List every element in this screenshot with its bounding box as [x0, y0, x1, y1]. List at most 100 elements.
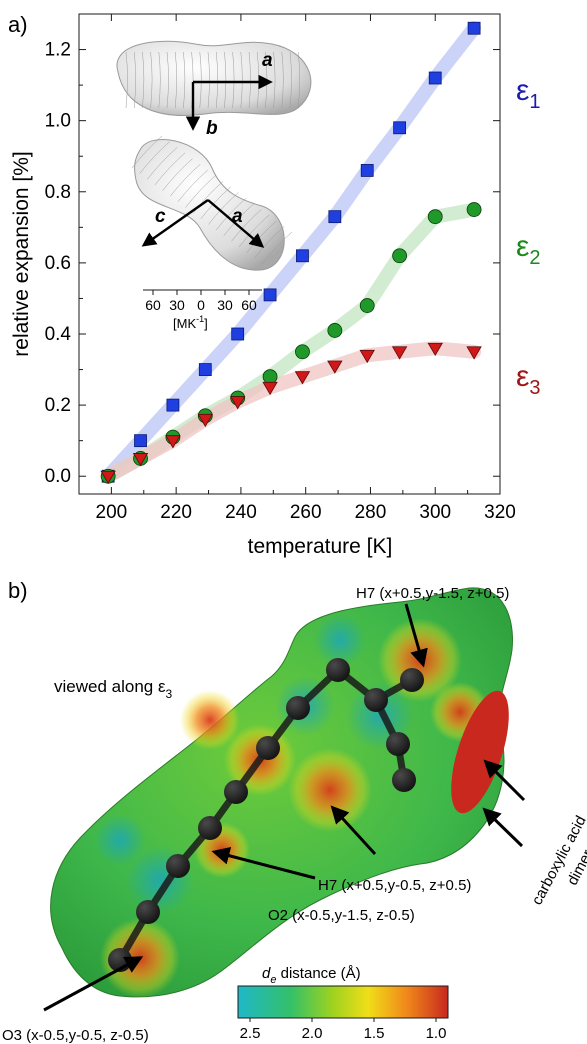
y-tick-label-6: 1.2 [45, 40, 71, 61]
point-series3-5 [262, 381, 278, 396]
inset-scale-ticks: 60 30 0 30 60 [145, 290, 257, 313]
point-series1-9 [393, 121, 407, 135]
meridian [147, 147, 178, 180]
hirshfeld-surface [50, 587, 513, 998]
point-series3-10 [427, 342, 443, 357]
panel-a-label: a) [8, 12, 28, 37]
x-tick-label-4: 280 [355, 502, 387, 523]
atom-9 [400, 668, 424, 692]
point-series3-8 [359, 349, 375, 364]
hotspot-6 [180, 690, 240, 750]
point-series3-3 [197, 413, 213, 428]
meridian [125, 51, 128, 109]
thermal-expansion-inset: a b c a 60 30 0 30 60 [MK-1] [116, 40, 312, 331]
point-series1-11 [467, 21, 481, 35]
series-label-e1: ε1 [516, 74, 541, 113]
carboxylic-dimer-patch [451, 690, 509, 814]
y-tick-label-5: 1.0 [45, 111, 71, 132]
shell-top-meridians [125, 51, 300, 109]
axis-a-label: a [262, 50, 273, 71]
meridian [254, 226, 285, 259]
point-series1-3 [198, 363, 212, 376]
inset-scale-unit: [MK-1] [173, 314, 208, 331]
meridian [224, 51, 227, 109]
atom-1 [136, 900, 160, 924]
colorbar-ticks: 2.5 2.0 1.5 1.0 [240, 1018, 447, 1042]
meridian [215, 51, 218, 109]
hotspot-1 [288, 748, 372, 832]
meridian [200, 186, 231, 219]
axis-a2-label: a [232, 206, 243, 227]
expansion-shell-bottom [134, 139, 285, 271]
meridian [131, 135, 163, 169]
inset-tick-label-4: 60 [241, 297, 257, 313]
colorbar: de distance (Å) 2.5 2.0 1.5 1.0 [237, 965, 449, 1042]
atom-4 [224, 780, 248, 804]
point-series1-6 [296, 249, 309, 263]
meridian [183, 51, 186, 109]
y-tick-label-1: 0.2 [45, 395, 71, 416]
axis-b-label: b [206, 118, 218, 139]
x-tick-label-3: 260 [290, 502, 322, 523]
trend-band-2 [101, 341, 482, 484]
colorbar-gradient [237, 985, 449, 1019]
x-tick-label-0: 200 [96, 502, 128, 523]
atom-10 [386, 732, 410, 756]
label-o2: O2 (x-0.5,y-1.5, z-0.5) [268, 907, 415, 924]
point-series1-4 [231, 327, 245, 341]
meridian [208, 192, 239, 225]
label-o3: O3 (x-0.5,y-0.5, z-0.5) [2, 1027, 149, 1044]
meridian [248, 51, 251, 109]
point-series3-6 [294, 371, 311, 385]
panel-b-label: b) [8, 578, 28, 603]
arrow-carboxylic-2 [482, 807, 524, 848]
point-series3-7 [327, 360, 343, 374]
point-series1-7 [328, 210, 342, 224]
x-tick-label-6: 320 [484, 502, 516, 523]
meridian [223, 203, 254, 236]
point-series2-9 [392, 248, 408, 264]
meridian [207, 51, 210, 109]
meridian [154, 152, 186, 186]
arrow-h7-top [404, 603, 428, 668]
point-series2-5 [262, 369, 278, 385]
meridian [162, 158, 193, 191]
label-h7-mid: H7 (x+0.5,y-0.5, z+0.5) [318, 877, 471, 894]
meridian [133, 51, 136, 109]
atom-3 [198, 816, 222, 840]
meridian [238, 214, 270, 248]
point-series1-1 [134, 434, 147, 448]
meridian [170, 164, 201, 197]
x-tick-label-2: 240 [225, 502, 257, 523]
point-series1-10 [428, 71, 442, 85]
arrow-h7-mid [330, 805, 377, 856]
colorbar-tick-label-1: 2.0 [302, 1025, 323, 1042]
inset-tick-label-0: 60 [145, 297, 161, 313]
axis-c-arrow [141, 199, 209, 247]
point-series1-8 [360, 164, 374, 177]
inset-tick-label-3: 30 [217, 297, 233, 313]
point-series3-9 [391, 346, 408, 360]
point-series3-1 [132, 453, 149, 467]
atom-5 [256, 736, 280, 760]
x-tick-label-5: 300 [419, 502, 451, 523]
label-h7-top: H7 (x+0.5,y-1.5, z+0.5) [356, 585, 509, 602]
y-tick-label-2: 0.4 [45, 324, 72, 345]
meridian [199, 51, 202, 109]
point-series1-2 [166, 398, 180, 412]
meridian [289, 51, 292, 109]
point-series3-4 [229, 396, 246, 410]
meridian [174, 51, 177, 109]
molecule-skeleton [108, 658, 424, 972]
meridian [177, 169, 209, 203]
meridian [240, 51, 243, 109]
series-label-e2: ε2 [516, 230, 541, 269]
chart-points [100, 21, 482, 485]
colorbar-tick-label-2: 1.5 [364, 1025, 385, 1042]
meridian [281, 51, 284, 109]
plot-frame [78, 13, 501, 495]
atom-11 [392, 768, 416, 792]
x-tick-label-1: 220 [160, 502, 192, 523]
point-series2-8 [359, 298, 375, 313]
colorbar-tick-label-3: 1.0 [426, 1025, 447, 1042]
